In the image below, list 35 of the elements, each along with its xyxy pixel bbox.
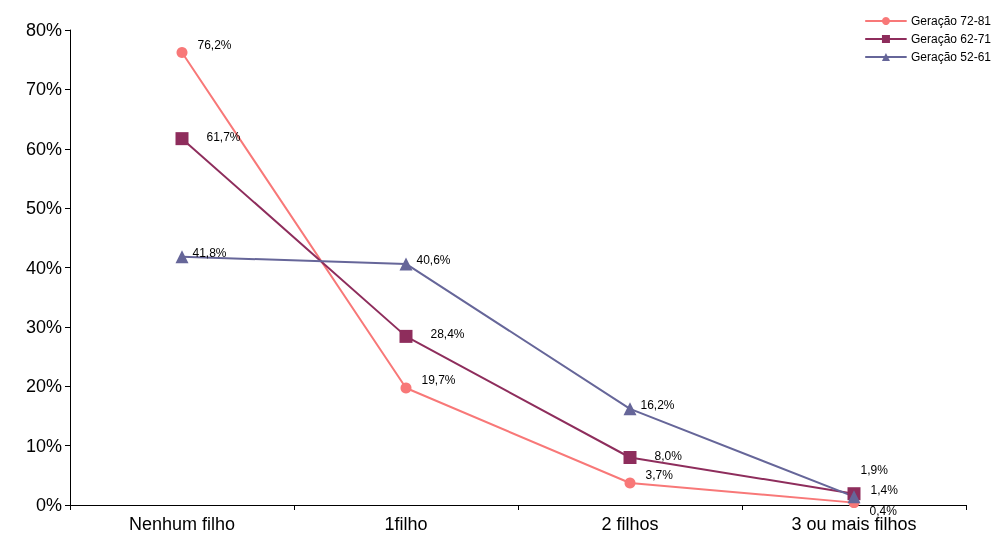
data-label: 76,2%: [197, 37, 232, 52]
y-tick-label: 60%: [25, 138, 62, 159]
data-label: 61,7%: [206, 129, 241, 144]
data-label: 8,0%: [654, 448, 683, 463]
point: [400, 382, 412, 394]
data-label: 40,6%: [416, 252, 451, 267]
data-label: 19,7%: [421, 373, 456, 388]
y-tick-label: 0%: [35, 495, 62, 515]
data-label: 1,4%: [870, 482, 899, 497]
data-label: 16,2%: [640, 397, 675, 412]
data-label: 28,4%: [430, 327, 465, 342]
point: [399, 257, 413, 271]
y-tick-label: 40%: [25, 257, 62, 278]
point: [175, 250, 189, 264]
legend-label: Geração 72-81: [910, 14, 992, 28]
legend-label: Geração 52-61: [910, 50, 992, 64]
y-tick-label: 70%: [25, 79, 62, 100]
point: [175, 132, 189, 146]
data-label: 1,9%: [860, 462, 889, 477]
point: [176, 47, 188, 59]
y-tick-label: 30%: [25, 316, 62, 337]
data-label: 41,8%: [192, 245, 227, 260]
point: [623, 451, 637, 464]
y-tick-label: 10%: [25, 435, 62, 456]
x-tick-label: 1filho: [384, 514, 428, 534]
legend-label: Geração 62-71: [910, 32, 992, 46]
y-tick-label: 20%: [25, 376, 62, 397]
y-tick-label: 50%: [25, 198, 62, 219]
point: [624, 477, 636, 489]
data-label: 3,7%: [645, 468, 674, 483]
y-tick-label: 80%: [25, 20, 62, 40]
point: [623, 402, 637, 416]
x-tick-label: Nenhum filho: [128, 514, 236, 534]
x-tick-label: 2 filhos: [601, 514, 659, 534]
point: [399, 329, 413, 343]
